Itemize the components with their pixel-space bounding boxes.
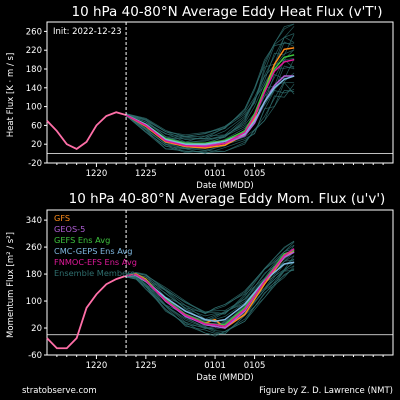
legend-entry: CMC-GEPS Ens Avg	[54, 246, 132, 256]
y-tick-label: 260	[26, 27, 42, 37]
legend-entry: FNMOC-EFS Ens Avg	[54, 257, 137, 267]
init-date-label: Init: 2022-12-23	[53, 27, 122, 37]
top-x-axis-label: Date (MMDD)	[196, 181, 253, 191]
y-tick-label: 220	[26, 46, 42, 56]
legend-entry: GEOS-5	[54, 224, 85, 234]
analysis-line	[46, 111, 127, 150]
y-tick-label: 20	[31, 324, 42, 334]
top-chart-title: 10 hPa 40-80°N Average Eddy Heat Flux (v…	[71, 4, 382, 20]
plot-frame	[46, 209, 394, 356]
ensemble-member-line	[125, 81, 295, 154]
ensemble-member-line	[126, 241, 295, 313]
x-tick-label: 0101	[204, 361, 226, 371]
momentum-flux-panel: -60 20 100 180 260 340 1220 1225 0101 0105	[26, 209, 394, 371]
y-tick-label: 260	[26, 243, 42, 253]
y-tick-label: 100	[26, 103, 42, 113]
top-y-axis-label: Heat Flux [K · m / s]	[6, 53, 16, 138]
x-tick-label: 0105	[244, 361, 266, 371]
y-tick-label: -20	[28, 159, 42, 169]
ensemble-member-line	[126, 259, 295, 329]
ensemble-member-line	[126, 240, 295, 315]
series-line-fnmoc-efs-ens-avg	[126, 248, 295, 328]
bottom-chart-title: 10 hPa 40-80°N Average Eddy Mom. Flux (u…	[69, 191, 386, 207]
y-tick-label: -60	[28, 351, 42, 361]
heat-flux-panel: -20 20 60 100 140 180 220 260 1220 1225 0101 0105	[26, 21, 394, 179]
legend-entry: Ensemble Members	[54, 268, 135, 278]
series-line-fnmoc-efs-ens-avg	[125, 58, 295, 148]
ensemble-member-line	[125, 36, 295, 140]
legend-entry: GFS	[54, 213, 70, 223]
x-tick-label: 1220	[86, 169, 108, 179]
x-tick-label: 0105	[244, 169, 266, 179]
analysis-line	[46, 274, 127, 350]
y-tick-label: 60	[31, 121, 42, 131]
legend-entry: GEFS Ens Avg	[54, 235, 110, 245]
ensemble-member-line	[125, 26, 295, 138]
y-tick-label: 180	[26, 65, 42, 75]
y-tick-label: 20	[31, 140, 42, 150]
x-tick-label: 1220	[86, 361, 108, 371]
bottom-x-axis-label: Date (MMDD)	[196, 373, 253, 383]
plot-frame	[46, 21, 394, 164]
y-tick-label: 180	[26, 270, 42, 280]
ensemble-member-line	[126, 248, 295, 315]
series-line-gfs	[125, 249, 295, 329]
x-tick-label: 1225	[135, 361, 157, 371]
x-tick-label: 0101	[204, 169, 226, 179]
x-tick-label: 1225	[135, 169, 157, 179]
y-tick-label: 140	[26, 84, 42, 94]
ensemble-member-line	[126, 23, 295, 136]
y-tick-label: 340	[26, 216, 42, 226]
bottom-y-axis-label: Momentum Flux [m² / s²]	[6, 232, 16, 338]
footer-left: stratobserve.com	[22, 386, 97, 396]
ensemble-member-line	[125, 75, 295, 149]
footer-right: Figure by Z. D. Lawrence (NMT)	[259, 386, 393, 396]
ensemble-member-line	[126, 33, 295, 138]
ensemble-member-line	[126, 270, 295, 335]
y-tick-label: 100	[26, 297, 42, 307]
